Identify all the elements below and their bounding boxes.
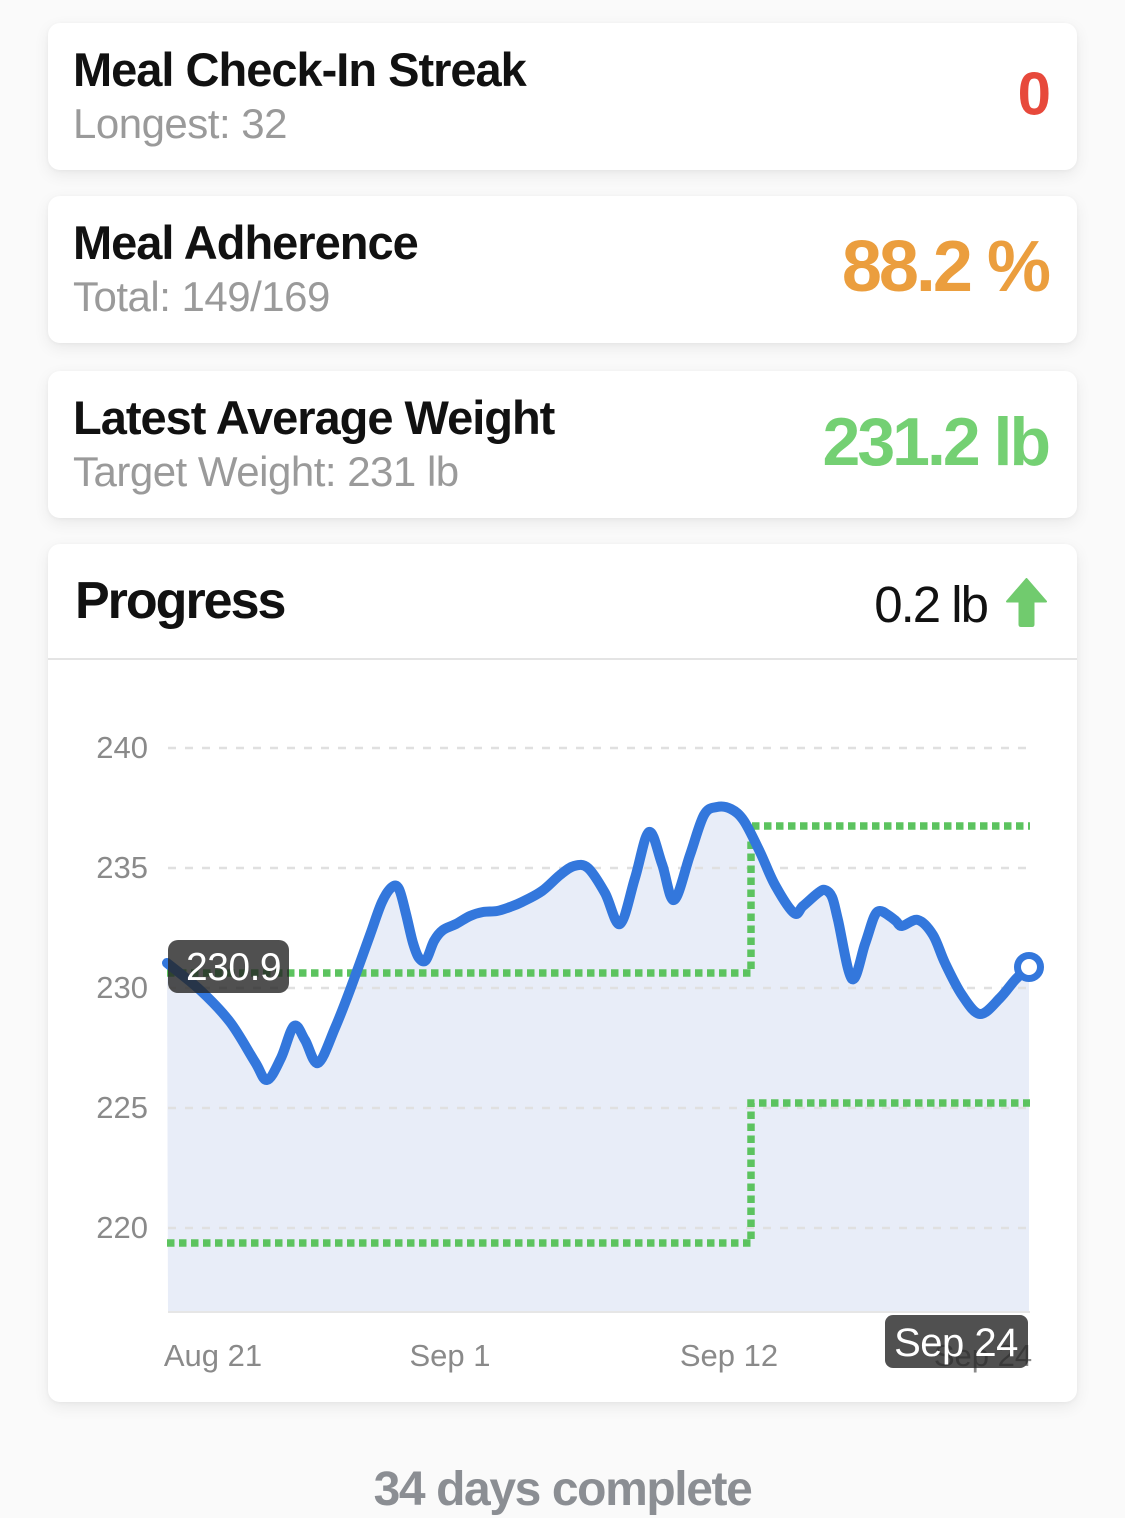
svg-text:220: 220 xyxy=(96,1210,148,1245)
svg-text:225: 225 xyxy=(96,1090,148,1125)
svg-text:Aug 21: Aug 21 xyxy=(164,1338,262,1373)
svg-text:230: 230 xyxy=(96,970,148,1005)
svg-text:240: 240 xyxy=(96,730,148,765)
svg-text:Sep 12: Sep 12 xyxy=(680,1338,778,1373)
svg-text:Sep 24: Sep 24 xyxy=(894,1321,1018,1365)
svg-text:Sep 1: Sep 1 xyxy=(409,1338,490,1373)
svg-text:235: 235 xyxy=(96,850,148,885)
svg-text:230.9: 230.9 xyxy=(186,946,281,989)
